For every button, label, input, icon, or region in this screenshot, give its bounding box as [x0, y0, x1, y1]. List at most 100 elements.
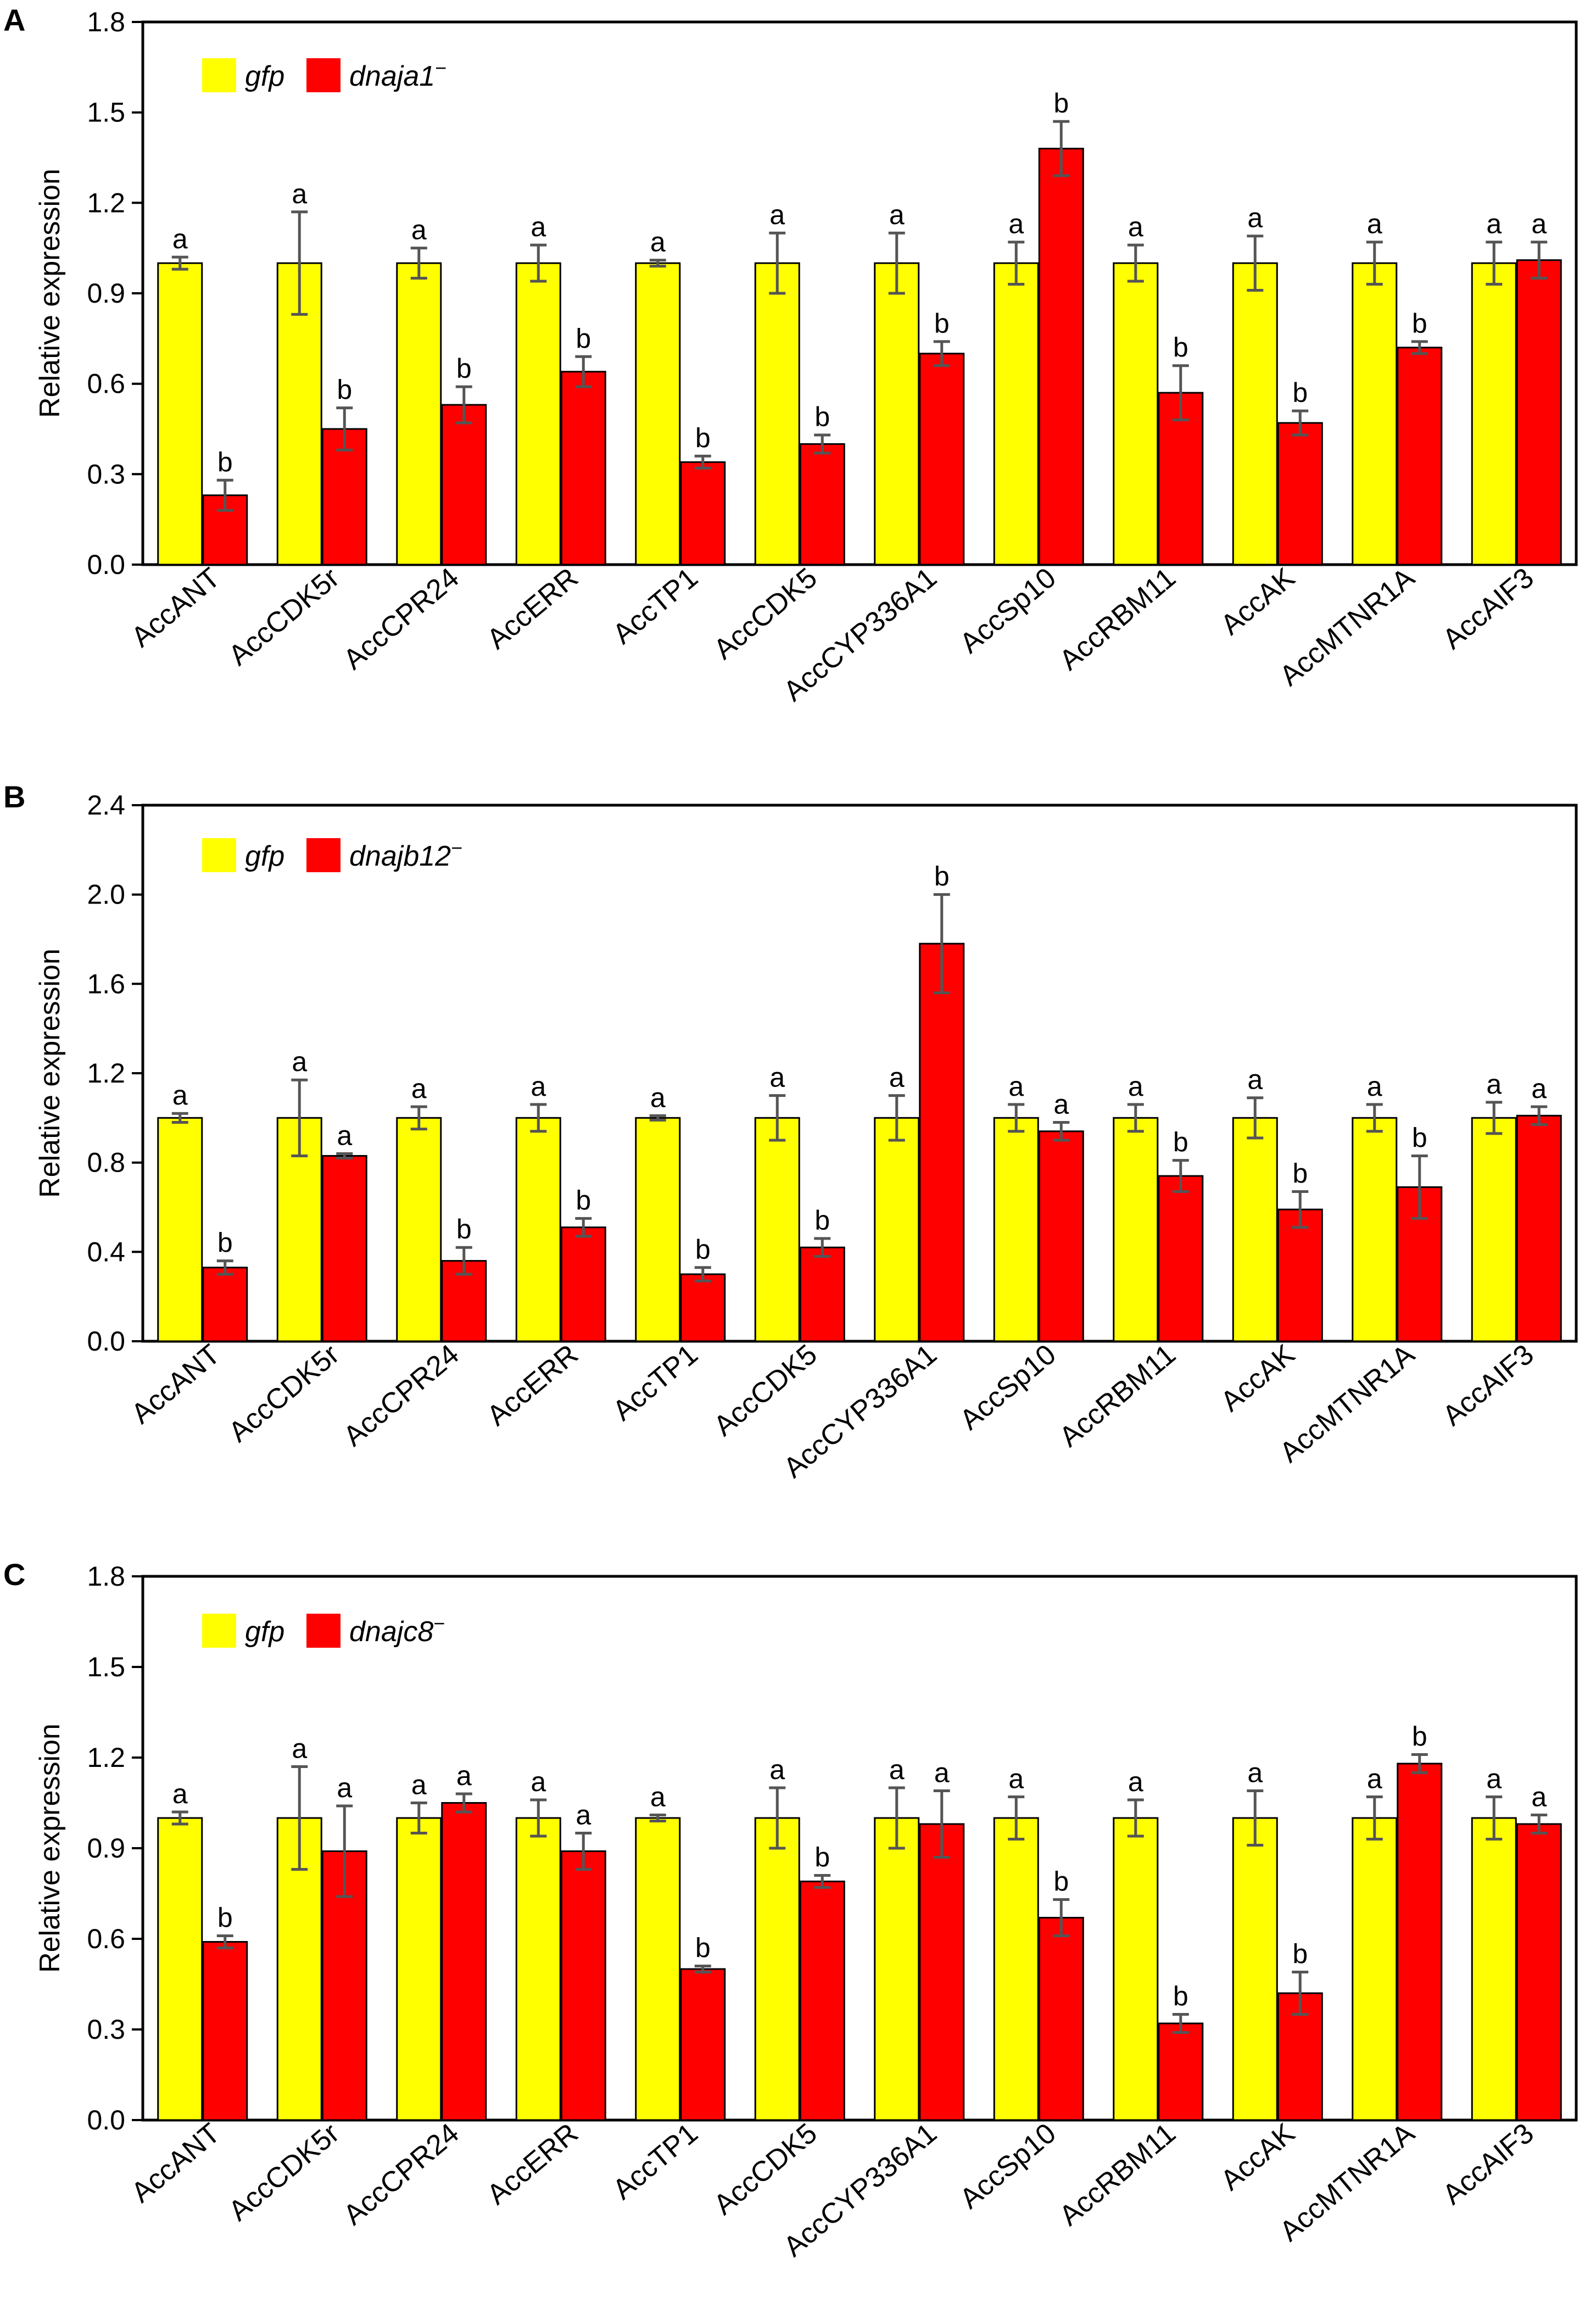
- bar-knockdown: [1516, 1823, 1562, 2121]
- bar-gfp: [635, 1117, 681, 1342]
- legend-swatch-knockdown: [306, 58, 341, 92]
- significance-label: a: [1128, 1766, 1143, 1797]
- y-tick-label: 0.9: [87, 1833, 125, 1864]
- significance-label: a: [1486, 209, 1502, 239]
- y-tick-label: 0.3: [87, 2014, 125, 2045]
- x-tick-label: AccTP1: [607, 2117, 704, 2206]
- bar-gfp: [993, 1817, 1039, 2121]
- bar-knockdown: [202, 1941, 248, 2121]
- significance-label: b: [814, 401, 830, 432]
- significance-label: b: [1173, 332, 1188, 363]
- significance-label: a: [1486, 1764, 1502, 1794]
- significance-label: b: [1292, 1158, 1308, 1189]
- significance-label: a: [411, 215, 427, 246]
- significance-label: a: [650, 1782, 666, 1812]
- significance-label: b: [1053, 1866, 1069, 1897]
- bar-gfp: [874, 1817, 920, 2121]
- bar-gfp: [1113, 1117, 1159, 1342]
- bar-knockdown: [1277, 422, 1323, 566]
- significance-label: b: [934, 308, 950, 339]
- y-tick-label: 1.8: [87, 7, 125, 37]
- x-tick-label: AccAIF3: [1437, 562, 1540, 656]
- legend-swatch-gfp: [202, 838, 236, 872]
- x-tick-label: AccRBM11: [1053, 2117, 1182, 2232]
- bar-knockdown: [1516, 1114, 1562, 1342]
- significance-label: a: [1367, 1764, 1382, 1794]
- significance-label: a: [1531, 209, 1547, 239]
- panel-c: C Relative expression gfp dnajc8− 0.0 0.…: [3, 1557, 1578, 2263]
- y-tick-label: 1.2: [87, 1058, 125, 1089]
- significance-label: b: [934, 861, 950, 892]
- bar-gfp: [1471, 262, 1517, 566]
- significance-label: a: [650, 1082, 666, 1113]
- x-tick-label: AccERR: [481, 562, 584, 656]
- significance-label: a: [337, 1772, 352, 1803]
- panel-a-x-labels: AccANT AccCDK5r AccCPR24 AccERR AccTP1 A…: [125, 562, 1539, 708]
- panel-c-x-labels: AccANT AccCDK5r AccCPR24 AccERR AccTP1 A…: [125, 2117, 1539, 2263]
- legend-swatch-knockdown: [306, 1614, 341, 1648]
- significance-label: b: [456, 353, 472, 384]
- bar-gfp: [396, 1817, 442, 2121]
- panel-b-y-ticks: 0.0 0.4 0.8 1.2 1.6 2.0 2.4: [87, 790, 143, 1357]
- x-tick-label: AccTP1: [607, 562, 704, 650]
- bar-gfp: [1352, 1817, 1398, 2121]
- significance-label: a: [769, 1062, 785, 1093]
- legend-swatch-gfp: [202, 1614, 236, 1648]
- bar-gfp: [1113, 262, 1159, 566]
- significance-label: b: [1053, 88, 1069, 119]
- significance-label: b: [695, 422, 711, 453]
- legend-label-gfp: gfp: [245, 60, 284, 92]
- y-tick-label: 0.0: [87, 549, 125, 580]
- bar-knockdown: [1038, 1917, 1084, 2121]
- bar-gfp: [396, 262, 442, 566]
- x-tick-label: AccCDK5r: [222, 562, 345, 672]
- panel-a-legend: gfp dnaja1−: [202, 57, 447, 92]
- panel-a-y-ticks: 0.0 0.3 0.6 0.9 1.2 1.5 1.8: [87, 7, 143, 580]
- bar-knockdown: [1397, 347, 1443, 566]
- x-tick-label: AccCDK5r: [222, 2117, 345, 2227]
- panel-c-letter: C: [3, 1557, 25, 1592]
- panel-b-x-labels: AccANT AccCDK5r AccCPR24 AccERR AccTP1 A…: [125, 1339, 1539, 1485]
- significance-label: a: [172, 1778, 188, 1809]
- bar-knockdown: [1158, 392, 1204, 566]
- significance-label: a: [456, 1760, 472, 1791]
- panel-c-y-axis-title: Relative expression: [34, 1724, 66, 1973]
- significance-label: b: [337, 375, 352, 405]
- x-tick-label: AccCDK5: [708, 1339, 823, 1442]
- significance-label: a: [1247, 1758, 1263, 1788]
- significance-label: a: [1128, 211, 1143, 242]
- bar-knockdown: [441, 404, 487, 566]
- bar-knockdown: [680, 1273, 726, 1342]
- y-tick-label: 1.8: [87, 1561, 125, 1592]
- bar-knockdown: [1397, 1763, 1443, 2121]
- x-tick-label: AccAK: [1215, 562, 1301, 642]
- bar-gfp: [874, 1117, 920, 1342]
- y-tick-label: 0.6: [87, 369, 125, 399]
- significance-label: a: [531, 1071, 546, 1102]
- bar-knockdown: [321, 428, 367, 566]
- y-tick-label: 0.8: [87, 1147, 125, 1178]
- y-tick-label: 1.5: [87, 97, 125, 128]
- x-tick-label: AccSp10: [954, 2117, 1062, 2215]
- y-tick-label: 0.3: [87, 459, 125, 489]
- bar-gfp: [754, 262, 800, 566]
- significance-label: a: [1053, 1089, 1069, 1119]
- significance-label: a: [1247, 1064, 1263, 1095]
- bar-knockdown: [919, 353, 965, 566]
- bar-gfp: [276, 262, 322, 566]
- svg-text:dnajb12−: dnajb12−: [349, 836, 462, 872]
- significance-label: a: [172, 224, 188, 254]
- panel-a-y-axis-title: Relative expression: [34, 169, 66, 418]
- significance-label: a: [172, 1080, 188, 1111]
- significance-label: b: [1173, 1127, 1188, 1158]
- significance-label: a: [337, 1120, 352, 1151]
- bar-gfp: [1471, 1117, 1517, 1342]
- legend-swatch-gfp: [202, 58, 236, 92]
- bar-gfp: [993, 1117, 1039, 1342]
- bar-gfp: [1232, 1817, 1278, 2121]
- x-tick-label: AccAK: [1215, 1339, 1301, 1418]
- bar-gfp: [754, 1117, 800, 1342]
